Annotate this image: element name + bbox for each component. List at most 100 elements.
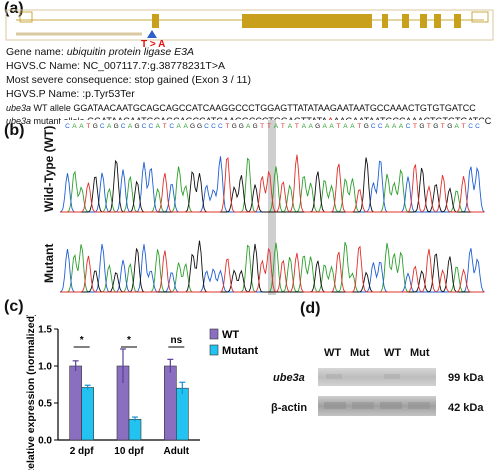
base-call: A	[156, 123, 161, 130]
base-call: A	[455, 123, 460, 130]
x-tick-label: Adult	[164, 446, 190, 457]
wt-allele-gene: ube3a	[6, 103, 32, 113]
bar-mutant-1	[128, 418, 142, 441]
mutant-allele-label: mutant allele	[31, 116, 85, 126]
base-call: T	[295, 123, 299, 130]
base-call: C	[378, 123, 383, 130]
x-tick-label: 2 dpf	[70, 446, 95, 457]
western-blot-image	[318, 368, 436, 416]
mutation-site-highlight	[268, 120, 276, 295]
base-call: A	[177, 123, 182, 130]
base-call: T	[225, 123, 229, 130]
base-call: C	[475, 123, 480, 130]
y-axis-label: Relative expression (normalized)	[25, 315, 37, 470]
blot-weight-ube3a: 99 kDa	[448, 372, 484, 384]
legend-swatch-mutant	[209, 344, 219, 356]
bar-mutant-2	[176, 387, 189, 441]
base-call: C	[211, 123, 216, 130]
wt-allele-label: WT allele	[31, 103, 71, 113]
base-call: C	[100, 123, 105, 130]
x-tick-label: 10 dpf	[114, 446, 144, 457]
base-call: A	[302, 123, 307, 130]
base-call: C	[65, 123, 70, 130]
base-call: C	[204, 123, 209, 130]
blot-lane-4: Mut	[410, 347, 430, 359]
blot-lane-2: Mut	[350, 347, 370, 359]
y-tick-label: 1.5	[38, 325, 52, 336]
base-call: C	[169, 123, 174, 130]
trace-g	[60, 240, 485, 293]
bar-wt-0	[69, 365, 82, 441]
base-call: G	[315, 123, 320, 130]
base-call: C	[142, 123, 147, 130]
y-tick-label: 0.5	[38, 399, 52, 410]
panel-b-label: (b)	[4, 122, 25, 139]
mutation-arrow-icon	[147, 30, 157, 38]
base-call: C	[468, 123, 473, 130]
base-call: G	[190, 123, 195, 130]
legend-label-mutant: Mutant	[222, 345, 258, 357]
base-call: G	[232, 123, 237, 130]
blot-band-ube3a	[318, 368, 436, 386]
base-call: T	[86, 123, 90, 130]
base-call: A	[343, 123, 348, 130]
legend-swatch-wt	[209, 328, 219, 340]
base-call: A	[399, 123, 404, 130]
base-call: A	[329, 123, 334, 130]
base-call: A	[309, 123, 314, 130]
mutant-chromatogram-label: Mutant	[42, 243, 56, 283]
mutation-marker-text: T > A	[141, 39, 166, 50]
blot-row-label-actin: β-actin	[271, 402, 308, 414]
significance-label: *	[127, 335, 131, 346]
gene-name-line: Gene name: ubiquitin protein ligase E3A	[6, 46, 194, 59]
base-call: G	[253, 123, 258, 130]
base-call: C	[218, 123, 223, 130]
base-call: T	[337, 123, 341, 130]
wt-chromatogram-label: Wild-Type (WT)	[42, 125, 56, 212]
gene-structure-track	[5, 9, 494, 41]
panel-a-label: (a)	[4, 0, 24, 17]
bar-mutant-0	[81, 387, 94, 441]
trace-t	[60, 245, 485, 293]
base-call: G	[239, 123, 244, 130]
base-call: A	[128, 123, 133, 130]
base-call: A	[350, 123, 355, 130]
blot-weight-actin: 42 kDa	[448, 402, 484, 414]
wt-allele-line: ube3a WT allele GGATAACAATGCAGCAGCCATCAA…	[6, 102, 476, 114]
base-call: T	[267, 123, 271, 130]
hgvs-p-line: HGVS.P Name: :p.Tyr53Ter	[6, 88, 135, 100]
wt-allele-seq-after: AAGAATAATGCCAAACTGTGTGATCC	[317, 103, 476, 113]
gene-name-value: ubiquitin protein ligase E3A	[66, 46, 194, 58]
blot-band-actin	[318, 396, 436, 416]
base-call: T	[281, 123, 285, 130]
trace-t	[60, 154, 485, 213]
base-call: A	[246, 123, 251, 130]
wt-allele-seq-before: GGATAACAATGCAGCAGCCATCAAGGCCCTGGAGTTATAT	[73, 103, 318, 113]
blot-row-label-ube3a: ube3a	[273, 372, 305, 384]
hgvs-c-line: HGVS.C Name: NC_007117.7:g.38778231T>A	[6, 60, 225, 72]
base-call: T	[260, 123, 264, 130]
base-call: A	[79, 123, 84, 130]
base-call: T	[357, 123, 361, 130]
base-call: T	[427, 123, 431, 130]
base-call: C	[149, 123, 154, 130]
mutant-trace	[60, 240, 485, 293]
base-call: A	[183, 123, 188, 130]
base-call: G	[447, 123, 452, 130]
blot-lane-3: WT	[384, 347, 402, 359]
base-call: A	[385, 123, 390, 130]
bar-wt-2	[164, 365, 177, 441]
blot-lane-1: WT	[324, 347, 342, 359]
base-call: T	[441, 123, 445, 130]
base-call: G	[419, 123, 424, 130]
panel-c-label: (c)	[4, 298, 24, 315]
significance-label: ns	[170, 335, 182, 346]
base-call: A	[72, 123, 77, 130]
significance-label: *	[80, 335, 84, 346]
base-call: C	[371, 123, 376, 130]
y-tick-label: 1.0	[38, 362, 52, 373]
